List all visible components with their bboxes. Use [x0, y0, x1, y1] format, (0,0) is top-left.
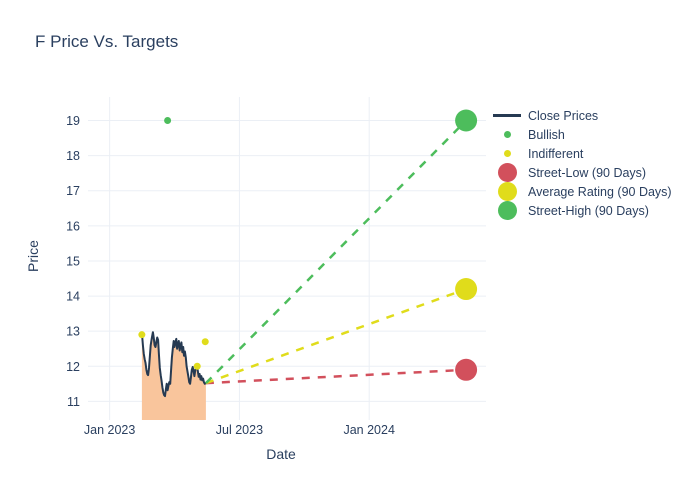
average-rating-projection-line	[205, 287, 467, 385]
x-tick-label-jan-2024: Jan 2024	[343, 423, 394, 437]
legend-item-average-rating[interactable]: Average Rating (90 Days)	[492, 182, 672, 201]
y-tick-label-14: 14	[66, 290, 80, 304]
legend-label-street-low: Street-Low (90 Days)	[528, 165, 647, 180]
indifferent-marker-1	[193, 362, 201, 370]
legend-item-close-prices[interactable]: Close Prices	[492, 106, 672, 125]
legend-item-indifferent[interactable]: Indifferent	[492, 144, 672, 163]
legend-item-street-high[interactable]: Street-High (90 Days)	[492, 201, 672, 220]
legend: Close Prices Bullish Indifferent Street-Low…	[492, 106, 672, 220]
legend-swatch-dot-small-icon	[492, 125, 522, 144]
street-high-swatch	[497, 201, 517, 220]
y-tick-label-16: 16	[66, 219, 80, 233]
average-rating-target-dot	[455, 278, 478, 301]
street-low-swatch	[497, 163, 517, 182]
legend-swatch-dot-large-icon	[492, 182, 522, 201]
close-price-line	[140, 331, 207, 398]
x-tick-label-jul-2023: Jul 2023	[216, 423, 263, 437]
x-tick-label-jan-2023: Jan 2023	[84, 423, 135, 437]
legend-label-indifferent: Indifferent	[528, 146, 584, 161]
y-tick-label-12: 12	[66, 360, 80, 374]
bullish-marker-0	[164, 117, 172, 125]
close-prices-swatch	[493, 114, 521, 117]
legend-swatch-dot-large-icon	[492, 201, 522, 220]
y-axis-title: Price	[25, 240, 41, 272]
y-tick-label-11: 11	[67, 395, 80, 409]
bullish-swatch	[503, 131, 511, 138]
legend-label-bullish: Bullish	[528, 127, 565, 142]
chart-title: F Price Vs. Targets	[35, 32, 179, 51]
legend-item-street-low[interactable]: Street-Low (90 Days)	[492, 163, 672, 182]
y-tick-label-13: 13	[66, 325, 80, 339]
legend-label-close-prices: Close Prices	[528, 108, 599, 123]
x-axis-title: Date	[266, 446, 296, 462]
legend-item-bullish[interactable]: Bullish	[492, 125, 672, 144]
indifferent-swatch	[503, 150, 511, 157]
legend-label-average-rating: Average Rating (90 Days)	[528, 184, 672, 199]
close-price-fill	[141, 332, 206, 420]
y-tick-label-17: 17	[66, 184, 80, 198]
legend-swatch-line-icon	[492, 106, 522, 125]
indifferent-marker-0	[138, 331, 146, 339]
legend-label-street-high: Street-High (90 Days)	[528, 203, 649, 218]
average-rating-swatch	[497, 182, 517, 201]
street-low-projection-line	[205, 368, 467, 385]
street-low-target-dot	[455, 358, 478, 381]
indifferent-marker-2	[201, 338, 209, 346]
y-tick-label-18: 18	[66, 149, 80, 163]
street-high-projection-line	[204, 119, 467, 385]
legend-swatch-dot-large-icon	[492, 163, 522, 182]
y-tick-label-19: 19	[66, 114, 80, 128]
legend-swatch-dot-small-icon	[492, 144, 522, 163]
y-tick-label-15: 15	[66, 254, 80, 268]
street-high-target-dot	[455, 109, 478, 132]
